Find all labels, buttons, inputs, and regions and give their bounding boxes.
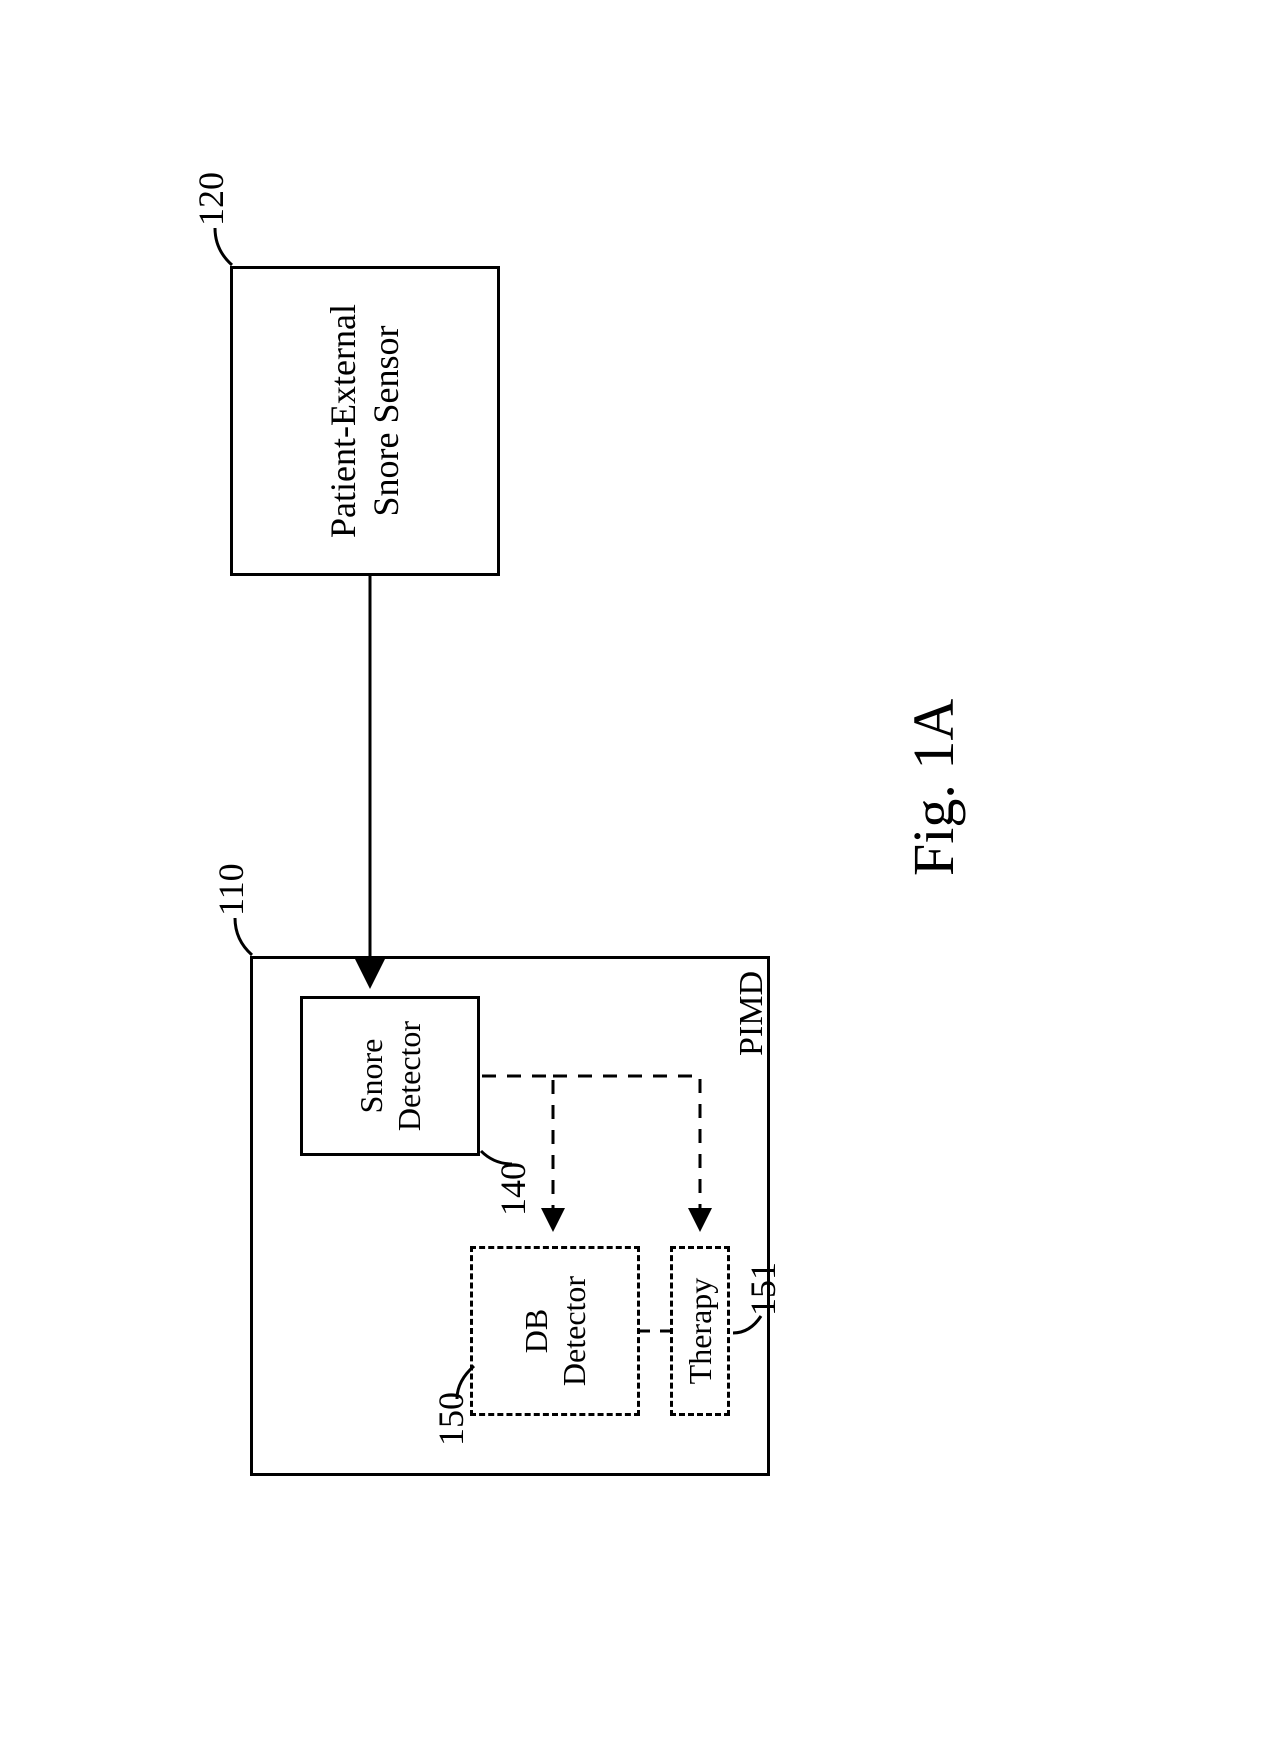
pimd-label: PIMD: [733, 971, 771, 1056]
snore-detector-label-1: Snore: [352, 1039, 390, 1114]
pimd-ref: 110: [210, 863, 252, 916]
snore-detector-label-2: Detector: [390, 1021, 428, 1131]
db-detector-label-2: Detector: [555, 1276, 593, 1386]
db-detector-leader: [452, 1361, 482, 1401]
sensor-leader: [210, 220, 240, 270]
therapy-leader: [728, 1308, 768, 1338]
sensor-to-snore-arrow: [360, 572, 380, 998]
pimd-leader: [230, 910, 260, 960]
snore-to-db-arrow: [478, 1071, 748, 1251]
sensor-ref: 120: [190, 172, 232, 226]
db-detector-label-1: DB: [517, 1309, 555, 1353]
figure-label: Fig. 1A: [900, 699, 967, 876]
therapy-box: Therapy: [670, 1246, 730, 1416]
db-to-therapy-connector: [638, 1326, 674, 1336]
diagram-root: PIMD 110 Snore Detector 140 DB Detector …: [0, 0, 1266, 1756]
sensor-box: Patient-External Snore Sensor: [230, 266, 500, 576]
sensor-label-1: Patient-External: [322, 304, 365, 538]
sensor-label-2: Snore Sensor: [365, 326, 408, 517]
db-detector-box: DB Detector: [470, 1246, 640, 1416]
snore-detector-box: Snore Detector: [300, 996, 480, 1156]
therapy-label: Therapy: [681, 1278, 719, 1385]
